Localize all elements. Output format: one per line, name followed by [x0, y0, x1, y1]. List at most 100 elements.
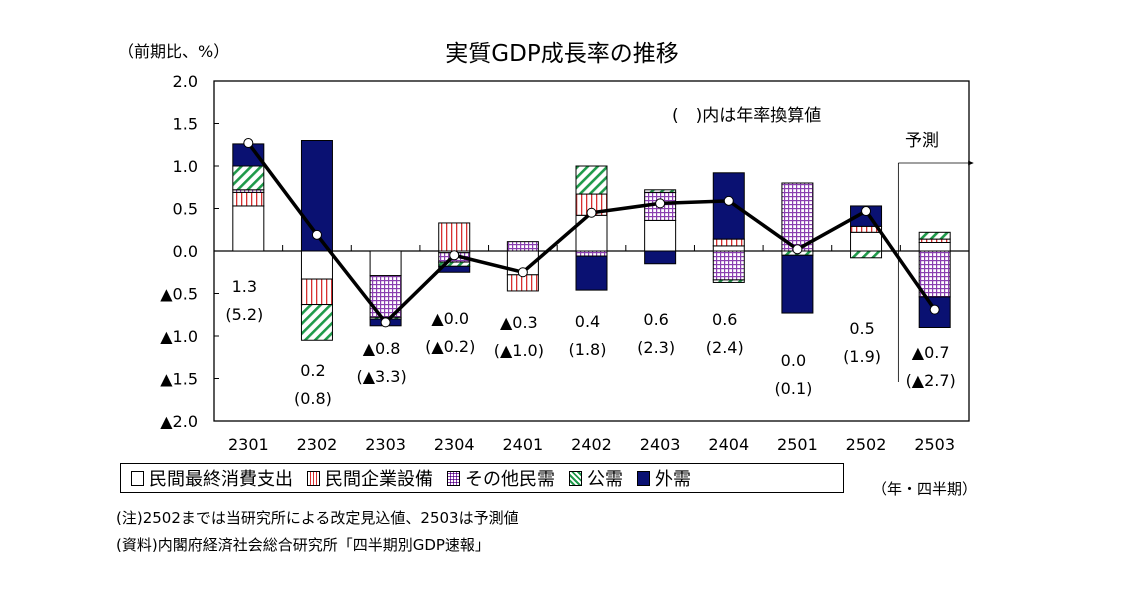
bar-segment [232, 165, 265, 191]
data-label: 0.4 [575, 312, 600, 331]
bar-segment [369, 250, 402, 277]
y-tick-label: ▲0.5 [160, 285, 198, 304]
legend-label: 公需 [587, 469, 623, 490]
data-label: 0.2 [300, 361, 325, 380]
gdp-point [792, 244, 803, 255]
chart-title: 実質GDP成長率の推移 [445, 41, 679, 67]
bar-segment [300, 140, 333, 252]
annualized-label: (▲3.3) [356, 367, 406, 386]
bar-segment [300, 304, 333, 341]
bar-segment [575, 165, 608, 195]
footnote-note: (注)2502までは当研究所による改定見込値、2503は予測値 [116, 509, 519, 527]
legend-label: 民間最終消費支出 [149, 469, 293, 490]
bar-segment [918, 231, 951, 240]
y-tick-label: ▲1.0 [160, 327, 198, 346]
bar-segment [918, 250, 951, 298]
bar-segment [850, 250, 883, 259]
gdp-point [861, 206, 872, 217]
gdp-point [929, 304, 940, 315]
bar-segment [712, 279, 745, 283]
legend-swatch [569, 470, 582, 486]
annualized-label: (▲2.7) [906, 371, 956, 390]
bar-segment [300, 250, 333, 280]
annualized-note: ( )内は年率換算値 [672, 106, 822, 126]
data-label: ▲0.7 [912, 343, 950, 362]
bar-segment [644, 189, 677, 193]
bar-segment [781, 254, 814, 314]
bar-segment [438, 222, 471, 252]
gdp-point [243, 138, 254, 149]
gdp-point [655, 198, 666, 209]
legend-item: 民間企業設備 [307, 465, 433, 491]
legend-swatch [307, 470, 320, 486]
gdp-point [586, 207, 597, 218]
bar-segment [918, 238, 951, 244]
annualized-label: (1.9) [843, 347, 881, 366]
bar-segment [506, 241, 539, 252]
x-tick-label: 2401 [503, 435, 544, 454]
forecast-label: 予測 [905, 131, 939, 151]
y-axis-label: （前期比、%） [118, 42, 230, 61]
gdp-point [517, 267, 528, 278]
y-tick-label: 2.0 [173, 72, 198, 91]
bar-segment [575, 250, 608, 257]
footnote-source: (資料)内閣府経済社会総合研究所「四半期別GDP速報」 [116, 536, 490, 554]
y-tick-label: 0.0 [173, 242, 198, 261]
bar-segment [300, 278, 333, 306]
y-tick-label: 1.5 [173, 115, 198, 134]
bar-segment [781, 182, 814, 252]
annualized-label: (5.2) [225, 305, 263, 324]
gdp-point [311, 229, 322, 240]
legend-label: 民間企業設備 [325, 469, 433, 490]
gdp-point [723, 195, 734, 206]
gdp-point [449, 250, 460, 261]
bar-segment [644, 250, 677, 265]
x-tick-label: 2302 [297, 435, 338, 454]
data-label: ▲0.8 [363, 339, 401, 358]
bar-segment [575, 255, 608, 291]
legend-item: 民間最終消費支出 [131, 465, 293, 491]
legend-item: その他民需 [447, 465, 555, 491]
annualized-label: (▲0.2) [425, 337, 475, 356]
annualized-label: (0.1) [774, 379, 812, 398]
x-tick-label: 2402 [571, 435, 612, 454]
legend-item: 公需 [569, 465, 623, 491]
legend-swatch [131, 470, 144, 486]
annualized-label: (0.8) [294, 389, 332, 408]
bar-segment [712, 250, 745, 281]
data-label: 0.6 [643, 310, 668, 329]
x-tick-label: 2404 [708, 435, 749, 454]
y-tick-label: 1.0 [173, 157, 198, 176]
data-label: 1.3 [232, 277, 257, 296]
x-tick-label: 2501 [777, 435, 818, 454]
y-tick-label: ▲2.0 [160, 412, 198, 431]
y-tick-label: 0.5 [173, 200, 198, 219]
x-tick-label: 2502 [846, 435, 887, 454]
annualized-label: (1.8) [569, 340, 607, 359]
x-tick-label: 2403 [640, 435, 681, 454]
legend-swatch [447, 470, 460, 486]
bar-segment [712, 238, 745, 247]
bar-segment [712, 172, 745, 240]
x-tick-label: 2303 [365, 435, 406, 454]
data-label: 0.6 [712, 310, 737, 329]
bar-segment [232, 205, 265, 252]
bar-segment [850, 231, 883, 252]
legend-swatch [637, 470, 650, 486]
data-label: 0.5 [849, 319, 874, 338]
legend-label: 外需 [655, 469, 691, 490]
legend-label: その他民需 [465, 469, 555, 490]
data-label: ▲0.0 [431, 309, 469, 328]
annualized-label: (2.4) [706, 338, 744, 357]
x-tick-label: 2304 [434, 435, 475, 454]
data-label: 0.0 [781, 351, 806, 370]
x-tick-label: 2301 [228, 435, 269, 454]
data-label: ▲0.3 [500, 313, 538, 332]
bar-segment [712, 245, 745, 252]
annualized-label: (▲1.0) [494, 341, 544, 360]
annualized-label: (2.3) [637, 338, 675, 357]
gdp-point [380, 317, 391, 328]
plot-area: 2.0 1.5 1.0 0.5 0.0 ▲0.5 ▲1.0 ▲1.5 ▲2.0 2301 2302 2… [160, 72, 974, 454]
bar-segment [918, 242, 951, 252]
